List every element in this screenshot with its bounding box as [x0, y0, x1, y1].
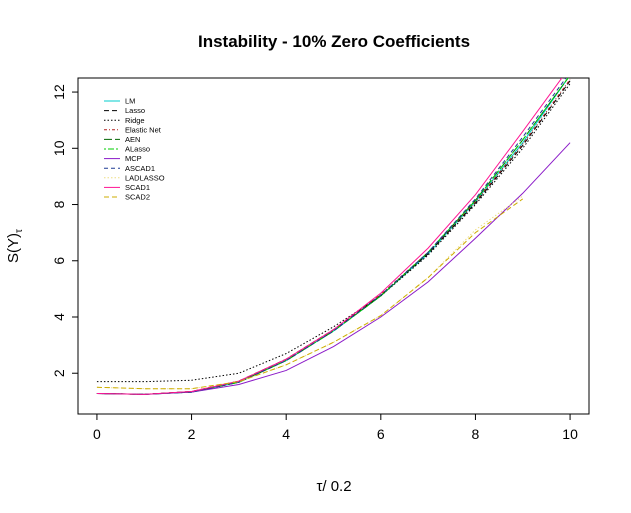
x-axis-label: τ/ 0.2: [316, 478, 351, 495]
legend-label: MCP: [125, 154, 142, 163]
y-tick-label: 8: [51, 200, 67, 208]
x-tick-label: 6: [377, 426, 385, 442]
series-lines: [96, 78, 571, 395]
series-line-lasso: [96, 80, 571, 395]
y-tick-label: 6: [51, 257, 67, 265]
x-tick-label: 4: [282, 426, 290, 442]
y-tick-label: 2: [51, 369, 67, 377]
x-tick-label: 8: [472, 426, 480, 442]
x-axis: 0 2 4 6 8 10: [93, 414, 578, 442]
legend-label: ALasso: [125, 145, 150, 154]
legend-label: AEN: [125, 135, 140, 144]
legend-label: Elastic Net: [125, 125, 162, 134]
series-line-mcp: [96, 142, 571, 395]
y-axis-label-subscript: τ: [14, 229, 25, 233]
legend-label: SCAD1: [125, 183, 150, 192]
series-line-elastic-net: [96, 79, 571, 395]
chart-title: Instability - 10% Zero Coefficients: [198, 32, 470, 51]
series-line-scad1: [96, 78, 563, 395]
y-axis: 2 4 6 8 10 12: [51, 84, 78, 377]
series-line-ridge: [96, 83, 571, 383]
legend-label: Ridge: [125, 116, 145, 125]
y-axis-label-main: S(Y): [5, 233, 22, 263]
y-axis-label: S(Y)τ: [5, 229, 25, 263]
legend-label: LM: [125, 97, 135, 106]
plot-frame: [77, 77, 590, 415]
x-tick-label: 10: [562, 426, 578, 442]
legend-label: LADLASSO: [125, 173, 165, 182]
x-tick-label: 0: [93, 426, 101, 442]
series-line-ladlasso: [96, 195, 524, 390]
legend-label: SCAD2: [125, 193, 150, 202]
x-tick-label: 2: [188, 426, 196, 442]
legend-label: Lasso: [125, 106, 145, 115]
y-tick-label: 10: [51, 140, 67, 156]
y-tick-label: 4: [51, 313, 67, 321]
series-line-scad2: [96, 198, 524, 390]
legend-label: ASCAD1: [125, 164, 155, 173]
y-tick-label: 12: [51, 84, 67, 100]
